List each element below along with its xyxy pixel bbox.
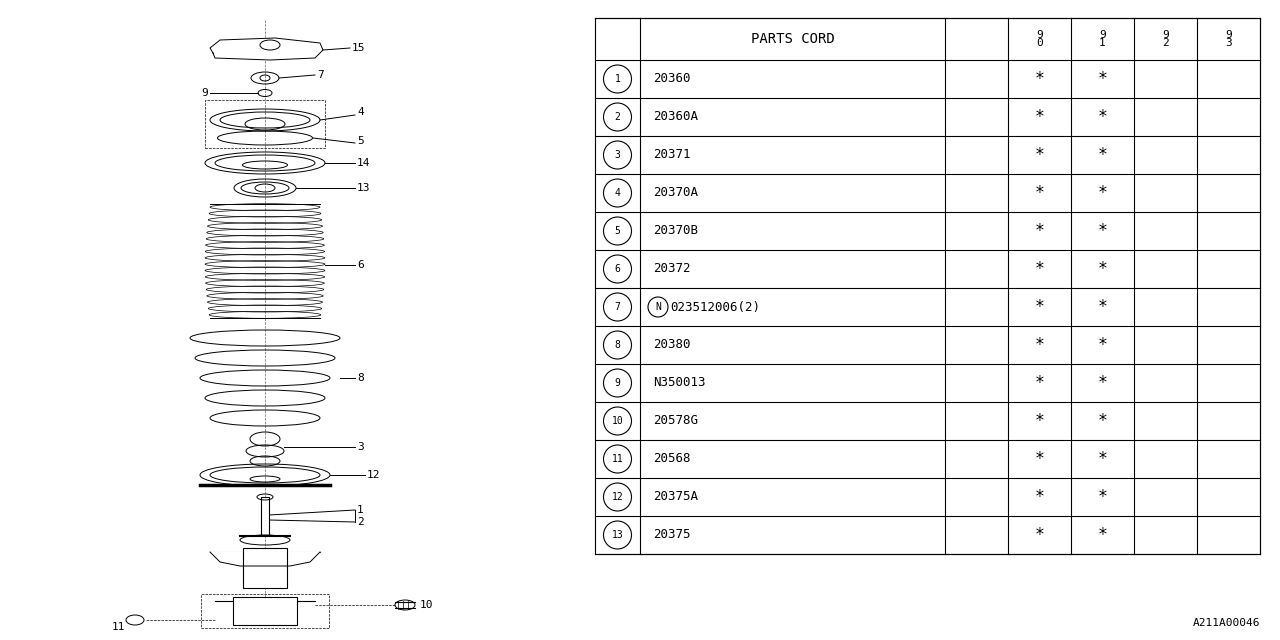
Text: 20370B: 20370B <box>653 225 698 237</box>
Polygon shape <box>210 552 320 566</box>
Text: 14: 14 <box>357 158 370 168</box>
Text: 023512006(2): 023512006(2) <box>669 301 760 314</box>
Text: 1: 1 <box>614 74 621 84</box>
Text: 13: 13 <box>357 183 370 193</box>
Text: 20372: 20372 <box>653 262 690 275</box>
Text: 9
3: 9 3 <box>1225 29 1231 49</box>
Text: 12: 12 <box>612 492 623 502</box>
Text: 20578G: 20578G <box>653 415 698 428</box>
Text: *: * <box>1097 108 1107 126</box>
Text: 9
0: 9 0 <box>1036 29 1043 49</box>
Text: PARTS CORD: PARTS CORD <box>750 32 835 46</box>
Text: 5: 5 <box>357 136 364 146</box>
Text: *: * <box>1097 450 1107 468</box>
Text: N350013: N350013 <box>653 376 705 390</box>
Text: *: * <box>1034 222 1044 240</box>
Text: 8: 8 <box>614 340 621 350</box>
Text: *: * <box>1034 488 1044 506</box>
Text: 4: 4 <box>614 188 621 198</box>
Polygon shape <box>210 38 323 60</box>
Text: *: * <box>1097 488 1107 506</box>
Text: *: * <box>1097 260 1107 278</box>
Text: 20380: 20380 <box>653 339 690 351</box>
Text: *: * <box>1097 374 1107 392</box>
Text: 9: 9 <box>201 88 207 98</box>
Text: 20375: 20375 <box>653 529 690 541</box>
Text: 10: 10 <box>612 416 623 426</box>
Text: 15: 15 <box>352 43 366 53</box>
Text: A211A00046: A211A00046 <box>1193 618 1260 628</box>
Text: 3: 3 <box>357 442 364 452</box>
Text: 5: 5 <box>614 226 621 236</box>
Text: *: * <box>1097 146 1107 164</box>
Text: *: * <box>1097 70 1107 88</box>
Text: *: * <box>1034 146 1044 164</box>
Text: *: * <box>1034 298 1044 316</box>
Text: 2: 2 <box>357 517 364 527</box>
Text: 7: 7 <box>614 302 621 312</box>
Text: *: * <box>1034 526 1044 544</box>
Text: *: * <box>1034 412 1044 430</box>
Text: 11: 11 <box>111 622 125 632</box>
Text: 20375A: 20375A <box>653 490 698 504</box>
Text: *: * <box>1034 374 1044 392</box>
Text: 20370A: 20370A <box>653 186 698 200</box>
Text: 13: 13 <box>612 530 623 540</box>
Text: 11: 11 <box>612 454 623 464</box>
Text: 6: 6 <box>614 264 621 274</box>
Text: *: * <box>1034 336 1044 354</box>
Text: 9
2: 9 2 <box>1162 29 1169 49</box>
Text: 7: 7 <box>317 70 324 80</box>
Text: *: * <box>1034 108 1044 126</box>
Text: *: * <box>1097 526 1107 544</box>
Bar <box>233 597 297 625</box>
Text: 4: 4 <box>357 107 364 117</box>
Text: *: * <box>1097 298 1107 316</box>
Bar <box>205 100 325 148</box>
Text: 20360: 20360 <box>653 72 690 86</box>
Text: 2: 2 <box>614 112 621 122</box>
Text: 20360A: 20360A <box>653 111 698 124</box>
Text: 20568: 20568 <box>653 452 690 465</box>
Text: *: * <box>1097 222 1107 240</box>
Text: *: * <box>1097 412 1107 430</box>
Text: 9: 9 <box>614 378 621 388</box>
Text: 3: 3 <box>614 150 621 160</box>
Text: *: * <box>1034 450 1044 468</box>
Text: *: * <box>1097 184 1107 202</box>
Text: 10: 10 <box>420 600 434 610</box>
Text: 6: 6 <box>357 260 364 270</box>
Text: 12: 12 <box>367 470 380 480</box>
Text: 8: 8 <box>357 373 364 383</box>
Text: *: * <box>1097 336 1107 354</box>
Text: N: N <box>655 302 660 312</box>
Bar <box>201 594 329 628</box>
Text: 1: 1 <box>357 505 364 515</box>
Bar <box>261 497 269 535</box>
Text: *: * <box>1034 184 1044 202</box>
Bar <box>243 548 287 588</box>
Text: 9
1: 9 1 <box>1100 29 1106 49</box>
Bar <box>595 18 1260 554</box>
Text: 20371: 20371 <box>653 148 690 161</box>
Text: *: * <box>1034 260 1044 278</box>
Text: *: * <box>1034 70 1044 88</box>
